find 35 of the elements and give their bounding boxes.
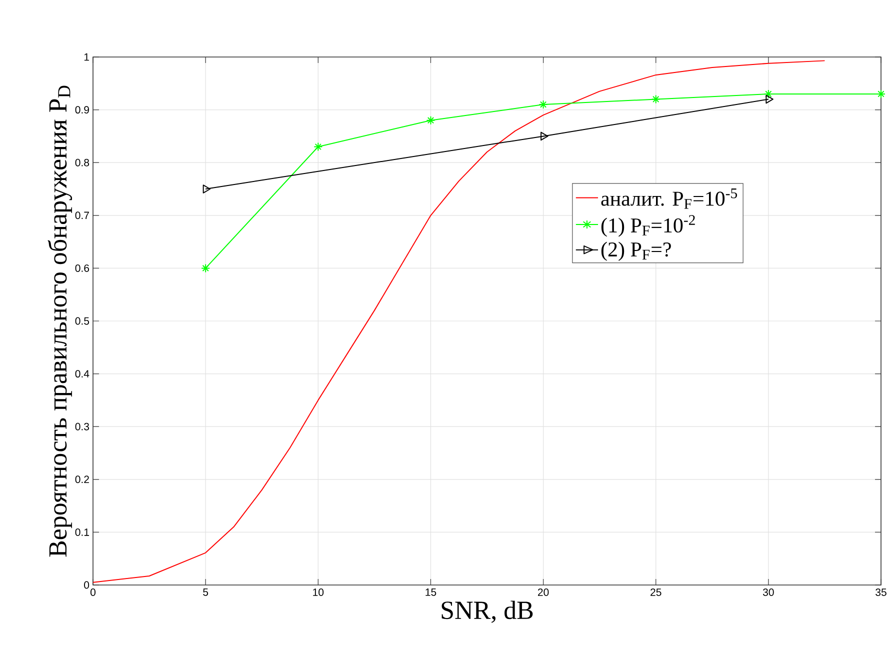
point: [314, 142, 323, 152]
y-tick-label: 0.8: [75, 158, 90, 166]
line-series: [93, 60, 826, 583]
x-tick-label: 25: [650, 588, 662, 596]
point: [540, 132, 548, 141]
point: [876, 89, 886, 98]
x-axis-title: SNR, dB: [442, 600, 533, 623]
y-tick-label: 0.9: [75, 106, 89, 114]
y-tick-label: 0.4: [75, 370, 90, 378]
legend-label: (2) P$_{F}$=?: [601, 242, 671, 261]
y-tick-label: 0.6: [75, 264, 90, 272]
point: [201, 264, 210, 273]
point: [426, 116, 436, 125]
x-tick-label: 15: [426, 588, 436, 596]
y-tick-label: 0.7: [75, 212, 89, 220]
legend-label: (1) P$_{F}$=10$^{-2}$: [601, 215, 695, 237]
x-tick-label: 5: [203, 588, 208, 596]
legend-label: аналит. P$_{F}$=10$^{-5}$: [601, 188, 738, 209]
y-tick-label: 0.3: [75, 422, 90, 430]
x-tick-label: 30: [763, 588, 774, 596]
y-tick-label: 1: [84, 53, 89, 61]
y-tick-label: 0.2: [75, 476, 89, 484]
x-tick-label: 20: [538, 588, 549, 596]
x-tick-label: 35: [876, 588, 886, 596]
y-tick-label: 0.1: [75, 528, 89, 536]
point: [538, 100, 548, 110]
y-tick-label: 0: [84, 581, 90, 589]
point: [766, 94, 774, 104]
x-tick-label: 10: [313, 588, 324, 596]
y-tick-label: 0.5: [75, 317, 90, 325]
point: [764, 89, 773, 98]
point: [651, 94, 660, 104]
x-tick-label: 0: [90, 588, 96, 596]
y-axis-title: Вероятность правильного обнаружения P$_{D}$: [48, 86, 72, 557]
point: [202, 184, 211, 194]
